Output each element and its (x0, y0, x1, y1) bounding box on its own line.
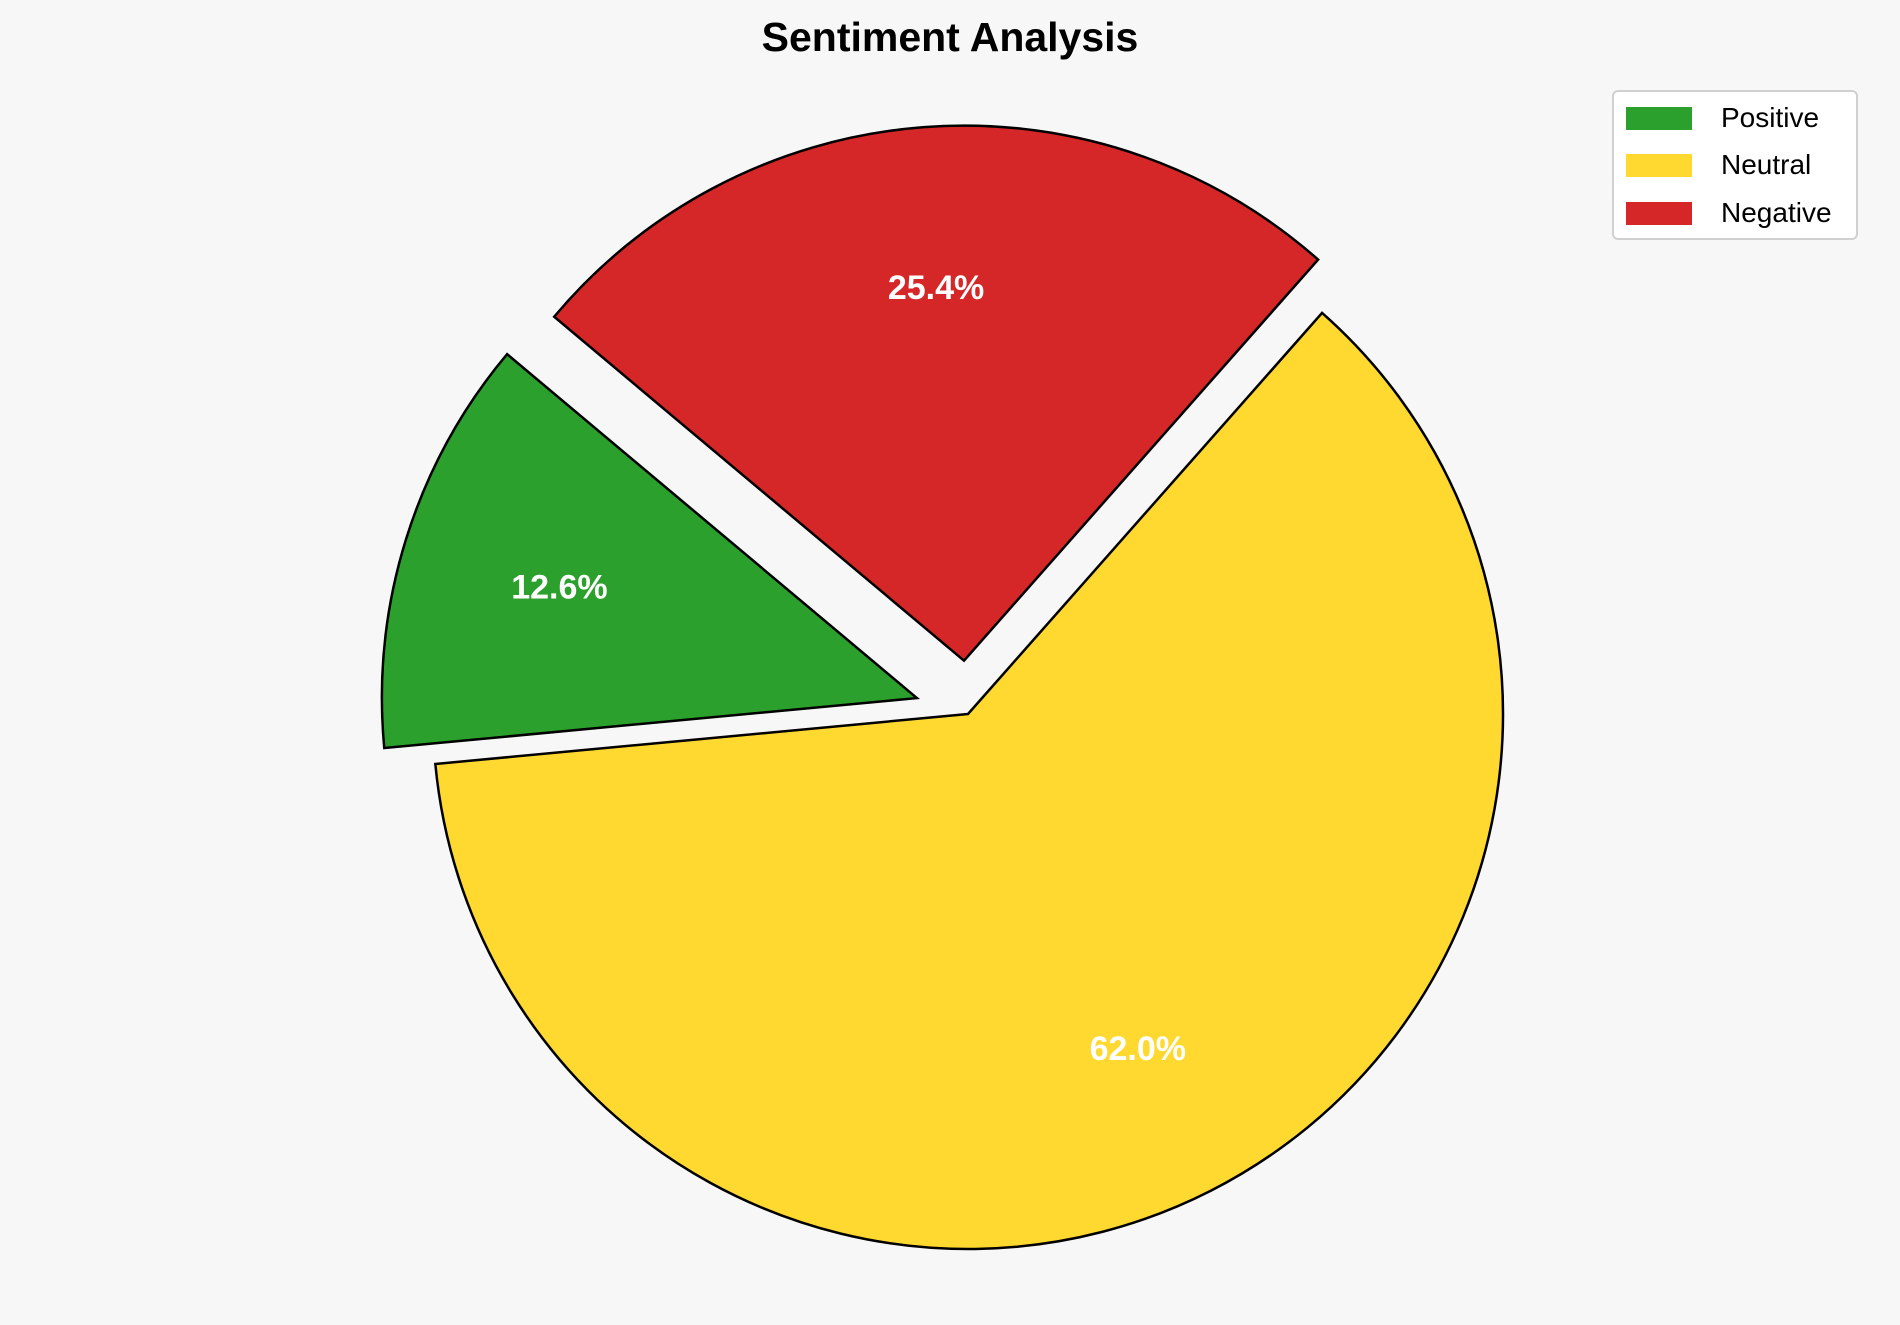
pie-slice-neutral (433, 311, 1505, 1251)
legend-item-positive: Positive (1626, 102, 1820, 133)
pie-slice-negative (552, 124, 1320, 663)
pie-label-neutral: 62.0% (1090, 1030, 1186, 1068)
legend-swatch-positive (1626, 106, 1692, 130)
pie-slice-positive (380, 352, 921, 750)
legend-item-negative: Negative (1626, 197, 1832, 228)
legend-label-negative: Negative (1721, 197, 1832, 228)
legend-swatch-neutral (1626, 153, 1692, 177)
pie-label-negative: 25.4% (888, 269, 984, 307)
legend-item-neutral: Neutral (1626, 149, 1812, 180)
legend-label-positive: Positive (1721, 102, 1820, 133)
legend: Positive Neutral Negative (1612, 90, 1858, 240)
legend-swatch-negative (1626, 201, 1692, 225)
chart-title: Sentiment Analysis (761, 14, 1139, 60)
legend-label-neutral: Neutral (1721, 149, 1812, 180)
pie-label-positive: 12.6% (511, 569, 607, 607)
